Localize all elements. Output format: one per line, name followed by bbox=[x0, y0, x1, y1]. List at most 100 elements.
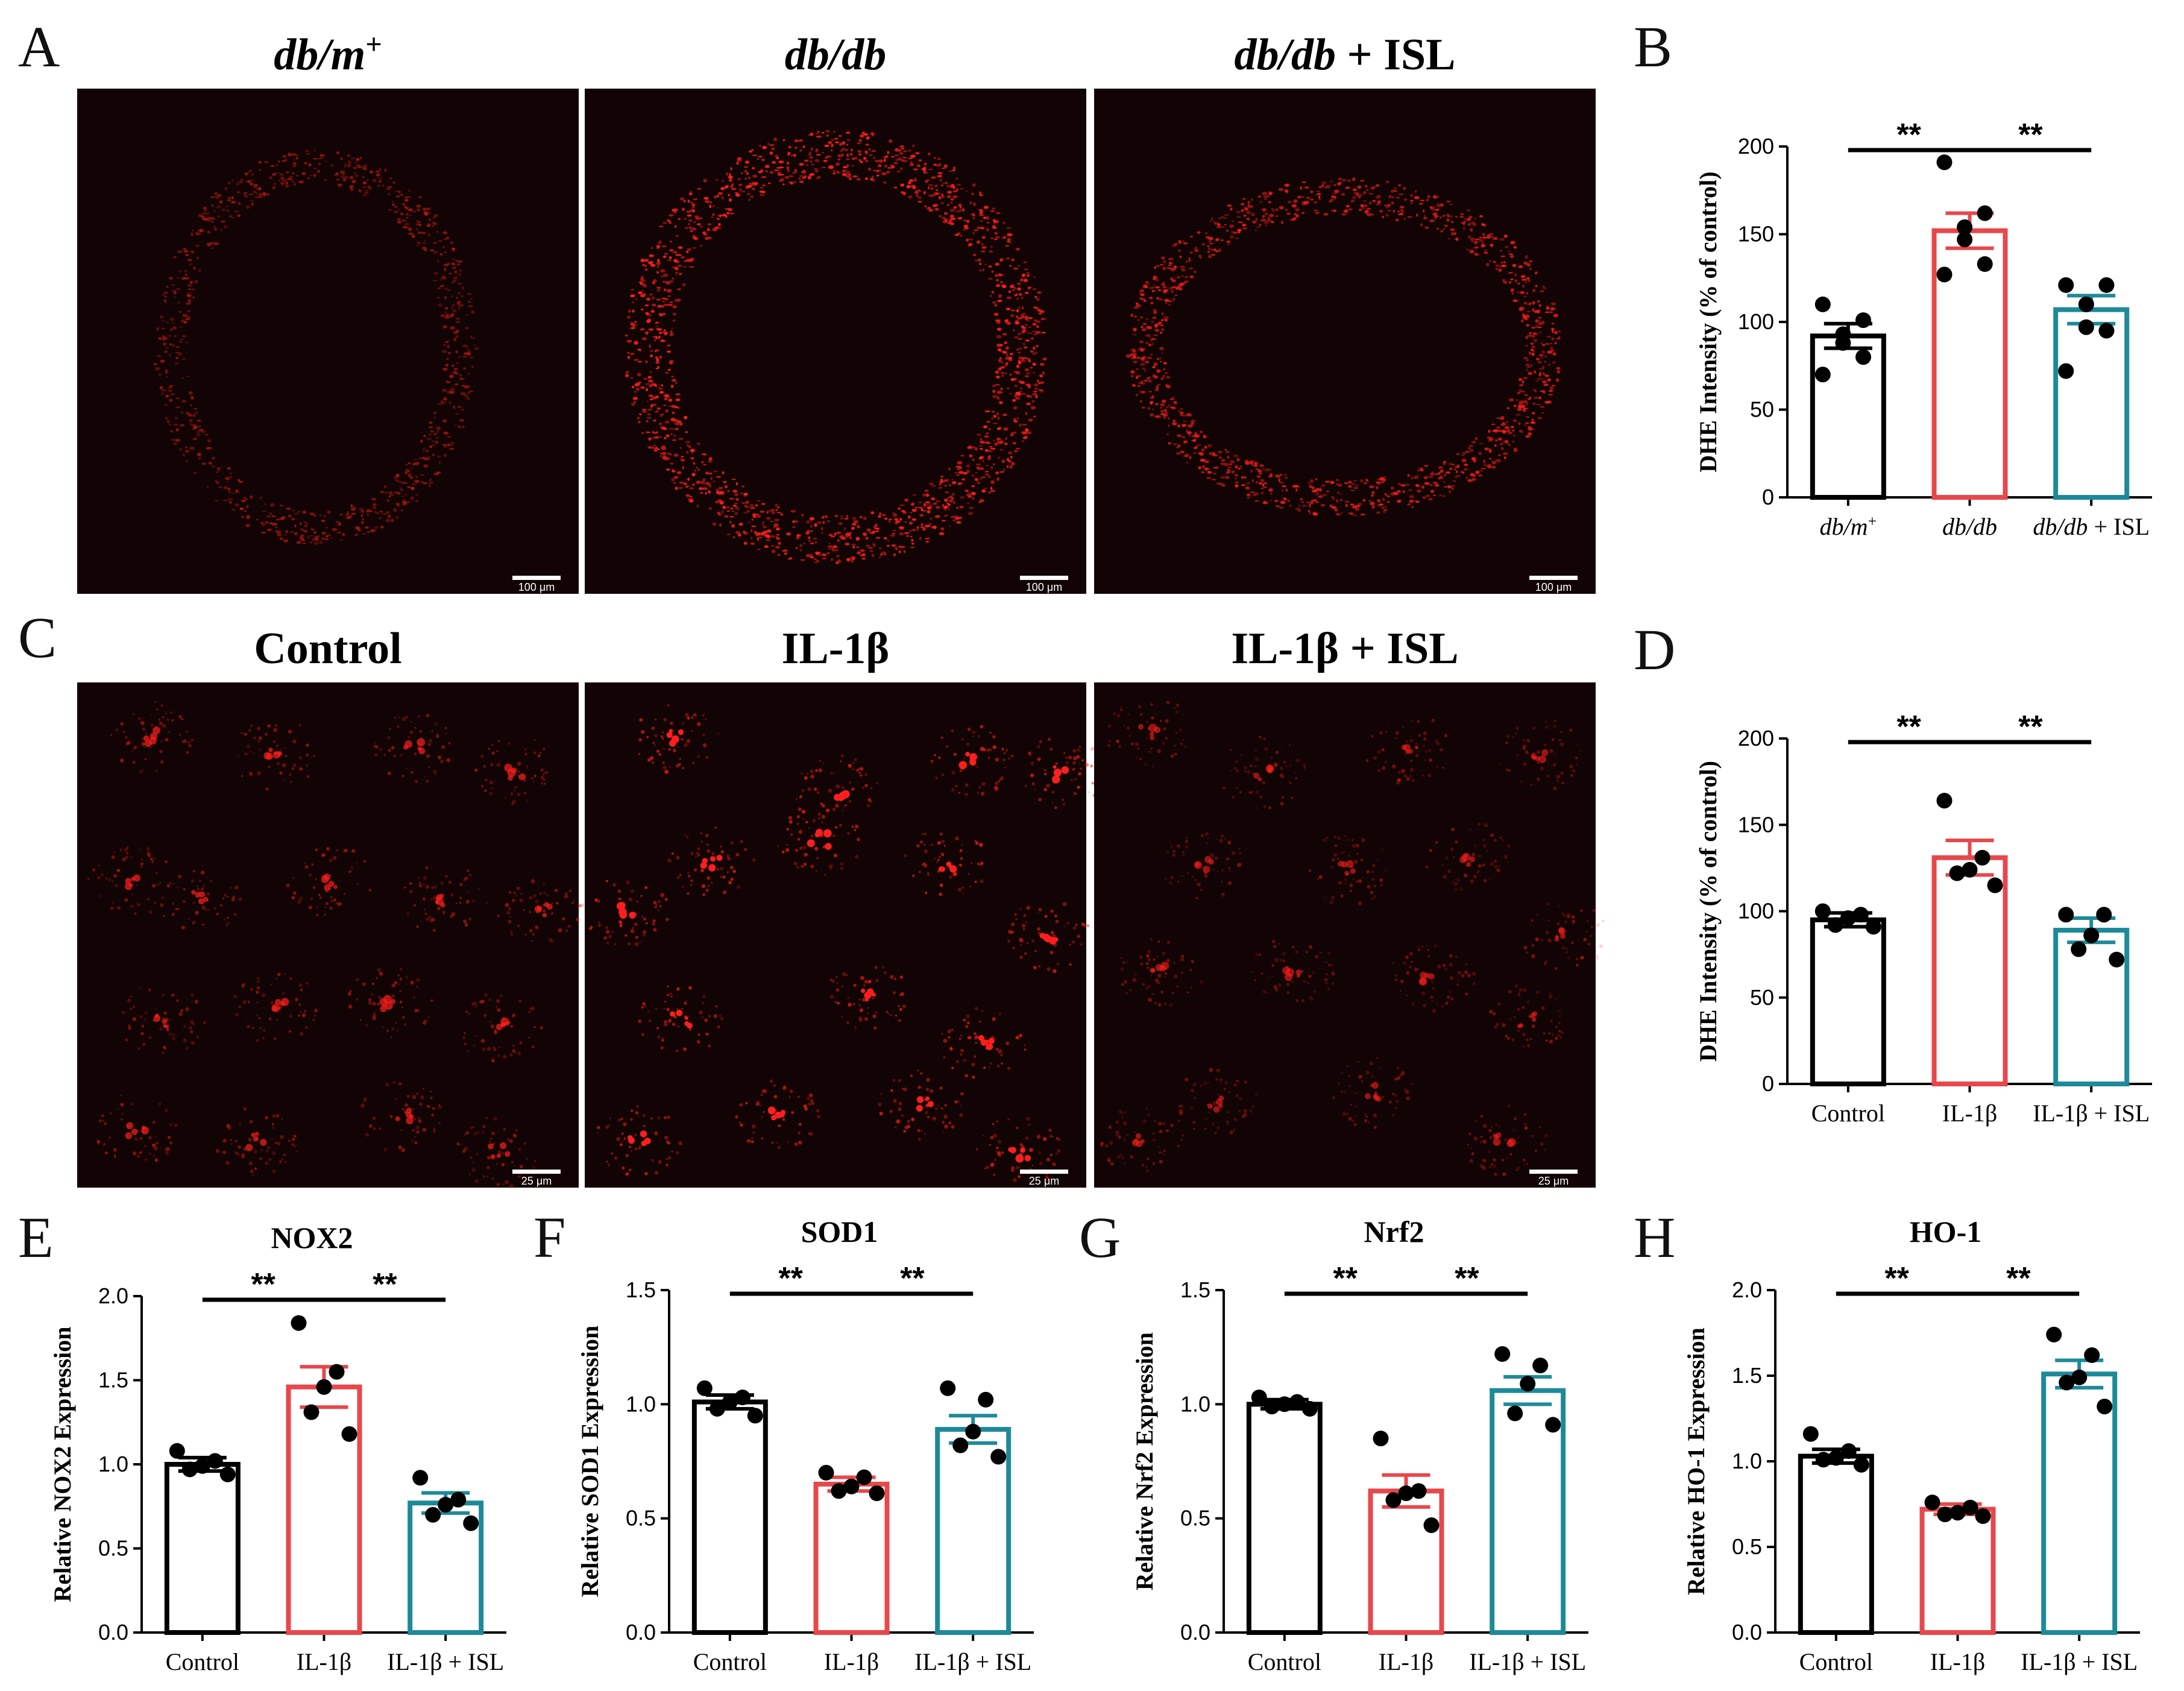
significance-label: ** bbox=[1896, 118, 1921, 153]
data-point bbox=[1937, 1507, 1953, 1522]
y-tick-label: 0.0 bbox=[1732, 1620, 1762, 1645]
y-axis-label: DHE Intensity (% of control) bbox=[1695, 171, 1722, 472]
data-point bbox=[831, 1483, 847, 1499]
y-tick-label: 0.5 bbox=[1732, 1534, 1762, 1559]
bar bbox=[1368, 1488, 1444, 1635]
data-point bbox=[1301, 1400, 1318, 1417]
x-tick-label: IL-1β bbox=[1942, 1100, 1997, 1127]
data-point bbox=[1977, 205, 1993, 221]
y-tick-label: 0 bbox=[1762, 485, 1774, 509]
micrograph-stain bbox=[1100, 701, 1605, 1177]
data-point bbox=[940, 1380, 956, 1396]
data-point bbox=[1398, 1485, 1414, 1501]
y-axis-label: Relative HO-1 Expression bbox=[1682, 1327, 1710, 1595]
data-point bbox=[1977, 256, 1993, 272]
data-point bbox=[1251, 1390, 1267, 1405]
x-tick-label: IL-1β + ISL bbox=[387, 1648, 504, 1675]
data-point bbox=[2097, 1399, 2113, 1415]
data-point bbox=[438, 1497, 454, 1513]
micrograph-title: IL-1β bbox=[782, 624, 890, 673]
data-point bbox=[1423, 1517, 1440, 1533]
y-tick-label: 0.0 bbox=[98, 1620, 128, 1645]
data-point bbox=[207, 1453, 223, 1469]
y-tick-label: 1.5 bbox=[1732, 1363, 1762, 1388]
data-point bbox=[316, 1379, 332, 1395]
panel-letter-B: B bbox=[1634, 14, 1672, 79]
panel-letter-G: G bbox=[1079, 1205, 1121, 1270]
micrograph-A-3: db/db + ISL 100 μm bbox=[1094, 30, 1596, 594]
scale-bar-label: 25 μm bbox=[1029, 1175, 1059, 1187]
micrograph-C-1: Control 25 μm bbox=[77, 624, 585, 1189]
data-point bbox=[2098, 323, 2115, 339]
data-point bbox=[412, 1470, 429, 1486]
y-tick-label: 0.5 bbox=[1180, 1506, 1210, 1531]
panel-letter-D: D bbox=[1634, 617, 1675, 682]
data-point bbox=[2098, 277, 2115, 293]
bar bbox=[2053, 307, 2130, 500]
scale-bar bbox=[1020, 1170, 1068, 1174]
data-point bbox=[856, 1469, 872, 1485]
micrograph-C-2: IL-1β 25 μm bbox=[585, 624, 1100, 1188]
data-point bbox=[1975, 1508, 1991, 1524]
y-tick-label: 2.0 bbox=[1732, 1277, 1762, 1302]
significance-label: ** bbox=[778, 1261, 803, 1296]
micrograph-stain bbox=[588, 704, 1100, 1182]
data-point bbox=[952, 1437, 969, 1453]
data-point bbox=[1276, 1396, 1292, 1412]
x-tick-label: Control bbox=[166, 1648, 239, 1675]
data-point bbox=[1855, 349, 1871, 365]
data-point bbox=[1987, 877, 2003, 893]
micrograph-background bbox=[1094, 682, 1596, 1188]
data-point bbox=[2096, 907, 2112, 923]
data-point bbox=[722, 1394, 738, 1410]
y-tick-label: 1.5 bbox=[98, 1368, 128, 1393]
y-tick-label: 0.5 bbox=[626, 1506, 656, 1531]
panel-letter-F: F bbox=[533, 1205, 565, 1270]
chart-E: NOX2 0.0 0.5 1.0 1.5 2.0 Relative NOX2 Express… bbox=[49, 1221, 506, 1675]
scale-bar bbox=[1529, 1170, 1578, 1174]
significance-label: ** bbox=[1884, 1261, 1909, 1296]
y-tick-label: 0.0 bbox=[626, 1620, 656, 1645]
x-tick-label: IL-1β bbox=[1379, 1648, 1433, 1675]
data-point bbox=[194, 1458, 210, 1474]
x-tick-label: IL-1β bbox=[824, 1648, 879, 1675]
data-point bbox=[1520, 1376, 1536, 1392]
data-point bbox=[1835, 335, 1851, 351]
chart-H: HO-1 0.0 0.5 1.0 1.5 2.0 Relative HO-1 Express… bbox=[1682, 1215, 2140, 1675]
data-point bbox=[747, 1408, 763, 1424]
x-tick-label: IL-1β + ISL bbox=[914, 1648, 1031, 1675]
data-point bbox=[181, 1461, 198, 1478]
x-tick-label: IL-1β + ISL bbox=[2033, 1100, 2150, 1127]
significance-label: ** bbox=[2018, 118, 2043, 153]
micrograph-stain bbox=[625, 130, 1047, 565]
chart-title: Nrf2 bbox=[1364, 1215, 1424, 1249]
bar bbox=[1931, 855, 2008, 1087]
x-tick-label: db/db bbox=[1942, 513, 1997, 540]
chart-D: 0 50 100 150 200 DHE Intensity (% of control)… bbox=[1695, 710, 2152, 1127]
data-point bbox=[869, 1485, 885, 1501]
data-point bbox=[2084, 1347, 2100, 1363]
micrograph-title: db/m+ bbox=[274, 28, 382, 80]
chart-title: SOD1 bbox=[801, 1215, 878, 1249]
micrograph-background bbox=[585, 89, 1086, 594]
y-tick-label: 1.5 bbox=[626, 1277, 656, 1302]
bar bbox=[1798, 1453, 1874, 1635]
y-tick-label: 1.0 bbox=[626, 1391, 656, 1416]
scale-bar bbox=[1020, 576, 1068, 580]
scale-bar-label: 100 μm bbox=[1026, 581, 1062, 593]
significance-label: ** bbox=[1896, 710, 1921, 745]
data-point bbox=[1815, 1452, 1831, 1468]
data-point bbox=[1814, 903, 1831, 919]
data-point bbox=[2071, 941, 2087, 957]
micrograph-C-3: IL-1β + ISL 25 μm bbox=[1094, 624, 1605, 1188]
data-point bbox=[1936, 793, 1953, 809]
data-point bbox=[1507, 1405, 1523, 1422]
chart-title: NOX2 bbox=[271, 1221, 353, 1255]
significance-label: ** bbox=[1455, 1261, 1479, 1296]
data-point bbox=[2058, 277, 2074, 293]
significance-label: ** bbox=[2006, 1261, 2031, 1296]
bar bbox=[286, 1384, 362, 1635]
data-point bbox=[990, 1449, 1007, 1465]
x-tick-label: IL-1β + ISL bbox=[2021, 1648, 2138, 1675]
